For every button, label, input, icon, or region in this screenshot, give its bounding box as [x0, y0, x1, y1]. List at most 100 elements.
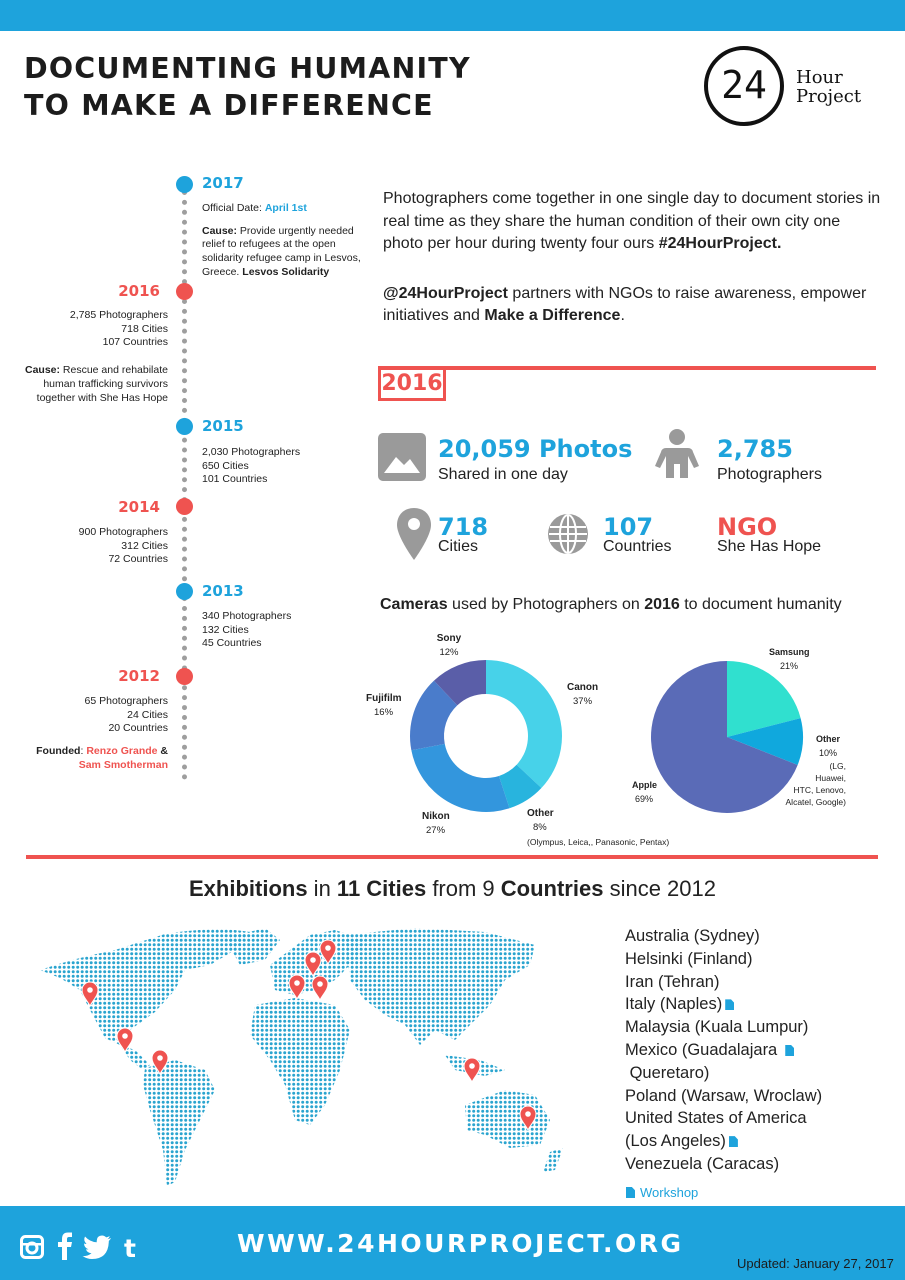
timeline-line [182, 190, 187, 780]
phone-brands-pie-chart [651, 661, 803, 813]
timeline-2014-details: 900 Photographers 312 Cities 72 Countrie… [20, 526, 168, 567]
stat-cities: 132 Cities [202, 623, 249, 636]
label-apple-value: 69% [635, 794, 654, 804]
workshop-legend: Workshop [626, 1185, 698, 1200]
stat-countries: 107 Countries [102, 336, 168, 349]
label-other-phone-name: Other [816, 734, 841, 744]
facebook-icon[interactable] [57, 1232, 73, 1264]
stat-photographers-value: 2,785 [717, 435, 793, 463]
stat-photos-label: Shared in one day [438, 466, 568, 483]
timeline-2015-details: 2,030 Photographers 650 Cities 101 Count… [202, 446, 300, 487]
city-item: United States of America [625, 1109, 807, 1128]
label-fujifilm-value: 16% [374, 707, 394, 718]
logo-24-circle: 24 [704, 46, 784, 126]
website-link[interactable]: WWW.24HOURPROJECT.ORG [237, 1229, 684, 1258]
slice-fujifilm [410, 680, 458, 751]
location-pin-icon [397, 508, 431, 560]
city-item: Poland (Warsaw, Wroclaw) [625, 1086, 823, 1105]
label-nikon-name: Nikon [422, 811, 450, 822]
workshop-label: Workshop [640, 1185, 699, 1200]
map-pin-icon [288, 974, 306, 1001]
intro-text: Photographers come together in one singl… [383, 188, 883, 328]
city-item: Australia (Sydney) [625, 927, 760, 945]
world-map [40, 928, 563, 1186]
logo-text: Hour Project [796, 68, 861, 106]
label-other-camera-name: Other [527, 808, 554, 819]
city-item: Venezuela (Caracas) [625, 1154, 780, 1173]
divider-2016 [378, 366, 876, 370]
cameras-title-mid: used by Photographers on [447, 596, 645, 613]
phone-note-line-2: Huawei, [815, 773, 846, 783]
stat-photographers-label: Photographers [717, 466, 822, 483]
label-other-phone-value: 10% [819, 748, 838, 758]
map-pin-icon [151, 1049, 169, 1076]
stat-countries: 20 Countries [108, 722, 168, 735]
founder-1: Renzo Grande [86, 745, 158, 758]
tumblr-icon[interactable]: t [124, 1234, 136, 1263]
map-pin-icon [311, 975, 329, 1002]
logo-word-hour: Hour [796, 67, 843, 88]
city-item: Malaysia (Kuala Lumpur) [625, 1018, 809, 1037]
map-pin-icon [319, 939, 337, 966]
city-item: Italy (Naples) [625, 993, 822, 1016]
intro-paragraph-2: @24HourProject partners with NGOs to rai… [383, 283, 883, 328]
stat-countries-label: Countries [603, 538, 672, 555]
timeline-2016-details: 2,785 Photographers 718 Cities 107 Count… [20, 309, 168, 405]
exhibition-cities-list: Australia (Sydney) Helsinki (Finland) Ir… [625, 925, 822, 1176]
title-line-1: DOCUMENTING HUMANITY [24, 52, 471, 85]
timeline-dot-2014 [176, 498, 193, 515]
stat-cities-label: Cities [438, 538, 479, 555]
exh-t5: Countries [500, 876, 604, 901]
label-other-phone-note: (LG, Huawei, HTC, Lenovo, Alcatel, Googl… [760, 760, 846, 808]
handle: @24HourProject [383, 284, 508, 302]
label-samsung-name: Samsung [769, 647, 810, 657]
stat-countries: 101 Countries [202, 473, 268, 486]
exhibitions-title: Exhibitions in 11 Cities from 9 Countrie… [0, 876, 905, 902]
stat-photographers: 340 Photographers [202, 610, 292, 622]
stat-ngo-value: NGO [717, 513, 778, 541]
cameras-title-end: to document humanity [679, 596, 842, 613]
document-icon [725, 999, 735, 1011]
slice-nikon [411, 743, 510, 812]
intro-p1-text: Photographers come together in one singl… [383, 190, 881, 252]
label-other-camera-value: 8% [533, 822, 547, 833]
official-date: April 1st [264, 202, 307, 214]
page-title: DOCUMENTING HUMANITY TO MAKE A DIFFERENC… [24, 50, 471, 124]
period: . [620, 307, 625, 324]
exh-t6: since 2012 [603, 876, 716, 901]
city-item: Helsinki (Finland) [625, 949, 753, 968]
slice-other [498, 764, 542, 809]
logo-word-project: Project [796, 86, 862, 107]
founded-label: Founded [36, 745, 81, 758]
divider-exhibitions [26, 855, 878, 859]
map-pin-icon [519, 1105, 537, 1132]
city-item-text: Italy (Naples) [625, 995, 723, 1014]
document-icon [626, 1187, 635, 1198]
timeline-dot-2016 [176, 283, 193, 300]
twitter-icon[interactable] [82, 1235, 112, 1263]
document-icon [785, 1044, 795, 1056]
stat-photos-value: 20,059 Photos [438, 435, 633, 463]
cameras-title-bold: Cameras [380, 596, 448, 613]
stat-photographers: 900 Photographers [78, 526, 168, 538]
timeline-2017-details: Official Date: April 1st Cause: Provide … [202, 202, 362, 280]
instagram-icon[interactable] [20, 1235, 44, 1263]
timeline-dot-2015 [176, 418, 193, 435]
document-icon [728, 1136, 738, 1148]
label-other-phone: Other 10% [816, 732, 840, 760]
phone-note-line-1: (LG, [829, 761, 846, 771]
label-apple-name: Apple [632, 780, 658, 790]
stat-countries: 72 Countries [108, 553, 168, 566]
city-item-text: Mexico (Guadalajara [625, 1040, 778, 1059]
year-2014: 2014 [118, 498, 160, 516]
phone-note-line-3: HTC, Lenovo, [793, 785, 846, 795]
updated-date: Updated: January 27, 2017 [737, 1256, 894, 1271]
stat-ngo-label: She Has Hope [717, 538, 822, 555]
city-item: Iran (Tehran) [625, 972, 720, 991]
map-pin-icon [81, 981, 99, 1008]
label-samsung: Samsung 21% [769, 645, 810, 673]
stat-cities: 24 Cities [127, 708, 168, 721]
founder-amp: & [157, 745, 168, 758]
globe-icon [547, 513, 589, 555]
label-sony-value: 12% [439, 647, 459, 658]
